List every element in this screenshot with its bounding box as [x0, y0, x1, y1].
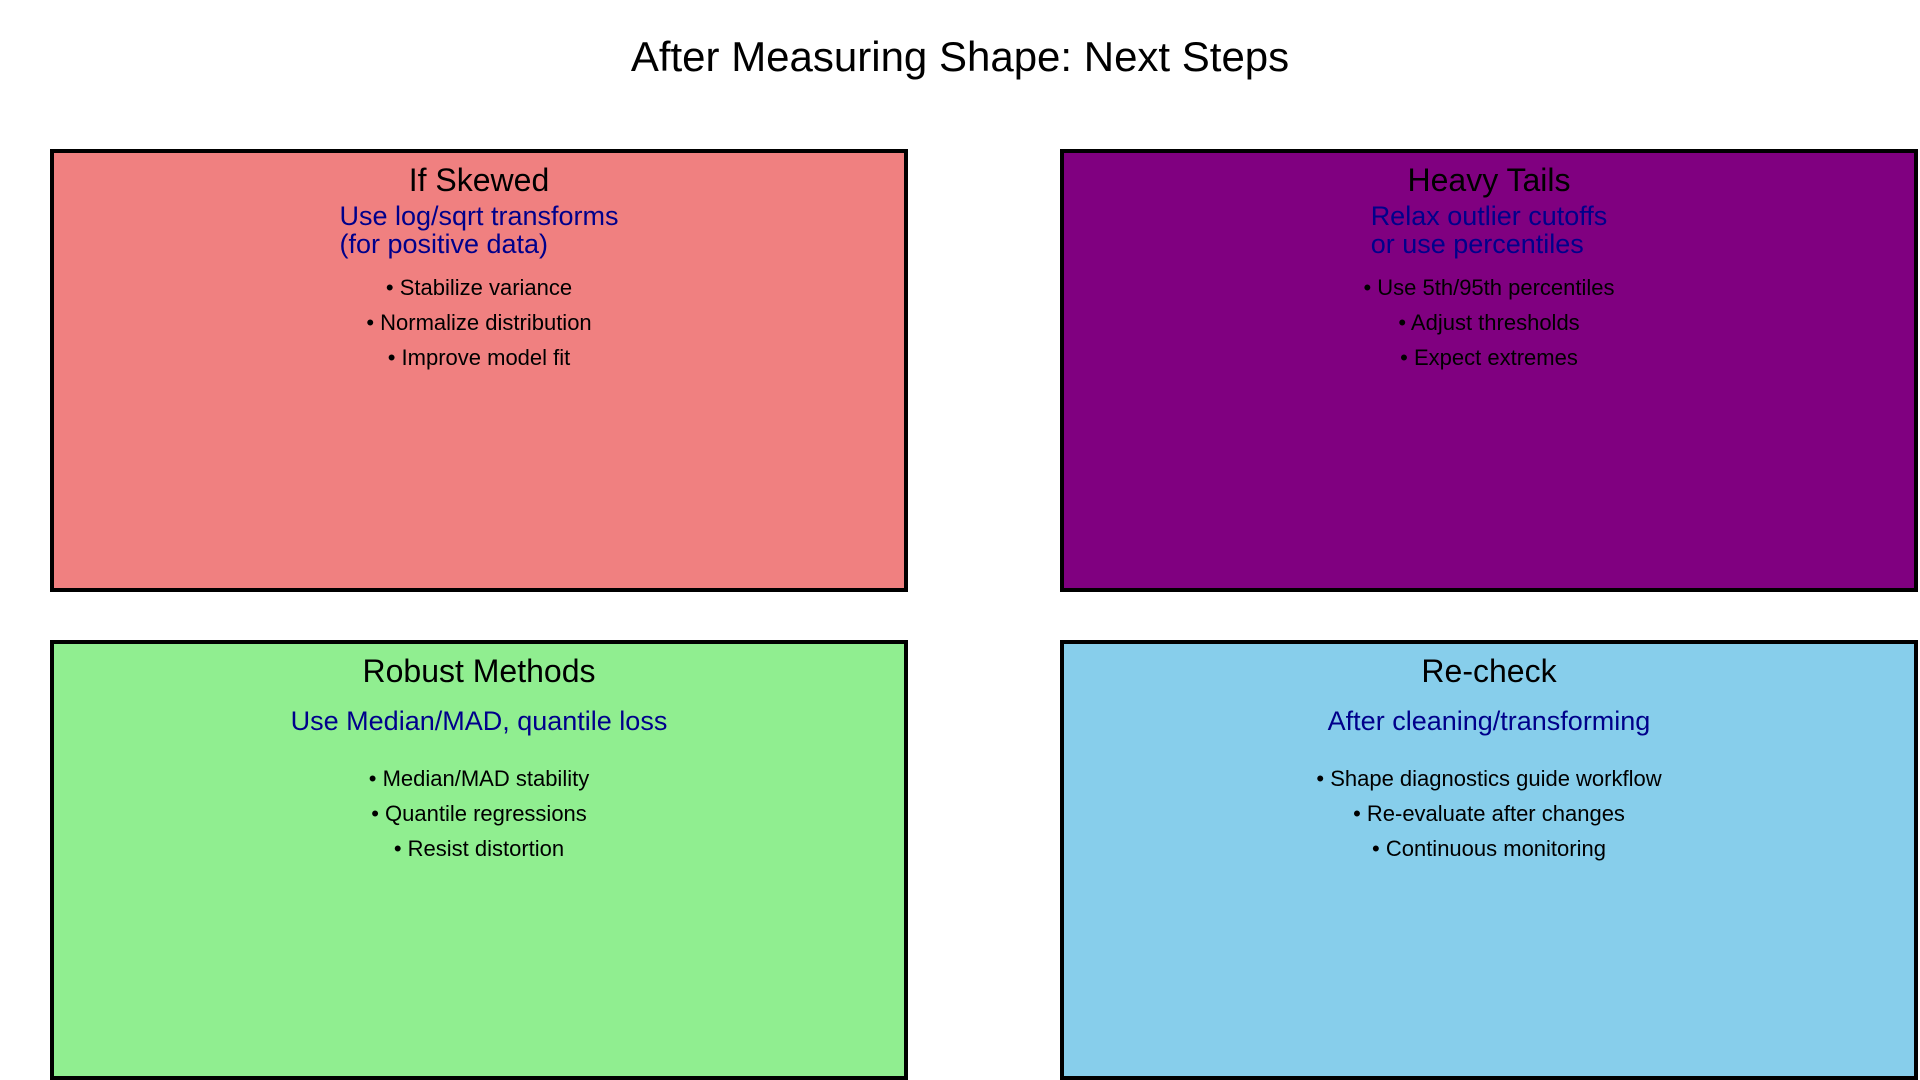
quadrant-if-skewed: If Skewed Use log/sqrt transforms (for p…	[50, 149, 908, 592]
quadrant-bullet-list: • Stabilize variance • Normalize distrib…	[54, 270, 904, 375]
bullet-item: • Expect extremes	[1400, 345, 1578, 370]
quadrant-robust-methods: Robust Methods Use Median/MAD, quantile …	[50, 640, 908, 1080]
quadrant-title: Heavy Tails	[1407, 162, 1571, 198]
bullet-item: • Re-evaluate after changes	[1353, 801, 1625, 826]
quadrant-bullet-list: • Use 5th/95th percentiles • Adjust thre…	[1064, 270, 1914, 375]
quadrant-re-check: Re-check After cleaning/transforming • S…	[1060, 640, 1918, 1080]
bullet-item: • Use 5th/95th percentiles	[1363, 275, 1615, 300]
quadrant-bullet-list: • Median/MAD stability • Quantile regres…	[54, 761, 904, 866]
quadrant-subtitle: After cleaning/transforming	[1064, 707, 1914, 735]
quadrant-subtitle-text: Use log/sqrt transforms (for positive da…	[339, 201, 619, 259]
quadrant-bullet-list: • Shape diagnostics guide workflow • Re-…	[1064, 761, 1914, 866]
quadrant-subtitle-text: Relax outlier cutoffs or use percentiles	[1370, 201, 1608, 259]
quadrant-heavy-tails: Heavy Tails Relax outlier cutoffs or use…	[1060, 149, 1918, 592]
quadrant-title: Robust Methods	[362, 653, 596, 689]
bullet-item: • Adjust thresholds	[1398, 310, 1580, 335]
bullet-item: • Normalize distribution	[366, 310, 592, 335]
quadrant-title: Re-check	[1421, 653, 1557, 689]
quadrant-title: If Skewed	[408, 162, 550, 198]
quadrant-subtitle: Use Median/MAD, quantile loss	[54, 707, 904, 735]
quadrant-subtitle-text: After cleaning/transforming	[1327, 706, 1651, 736]
bullet-item: • Stabilize variance	[385, 275, 573, 300]
quadrant-subtitle: Use log/sqrt transforms (for positive da…	[54, 202, 904, 258]
bullet-item: • Improve model fit	[387, 345, 571, 370]
quadrant-subtitle-text: Use Median/MAD, quantile loss	[290, 706, 668, 736]
bullet-item: • Resist distortion	[393, 836, 565, 861]
bullet-item: • Quantile regressions	[371, 801, 587, 826]
page-title: After Measuring Shape: Next Steps	[630, 33, 1290, 80]
bullet-item: • Continuous monitoring	[1372, 836, 1606, 861]
quadrant-subtitle: Relax outlier cutoffs or use percentiles	[1064, 202, 1914, 258]
bullet-item: • Shape diagnostics guide workflow	[1316, 766, 1662, 791]
bullet-item: • Median/MAD stability	[368, 766, 590, 791]
